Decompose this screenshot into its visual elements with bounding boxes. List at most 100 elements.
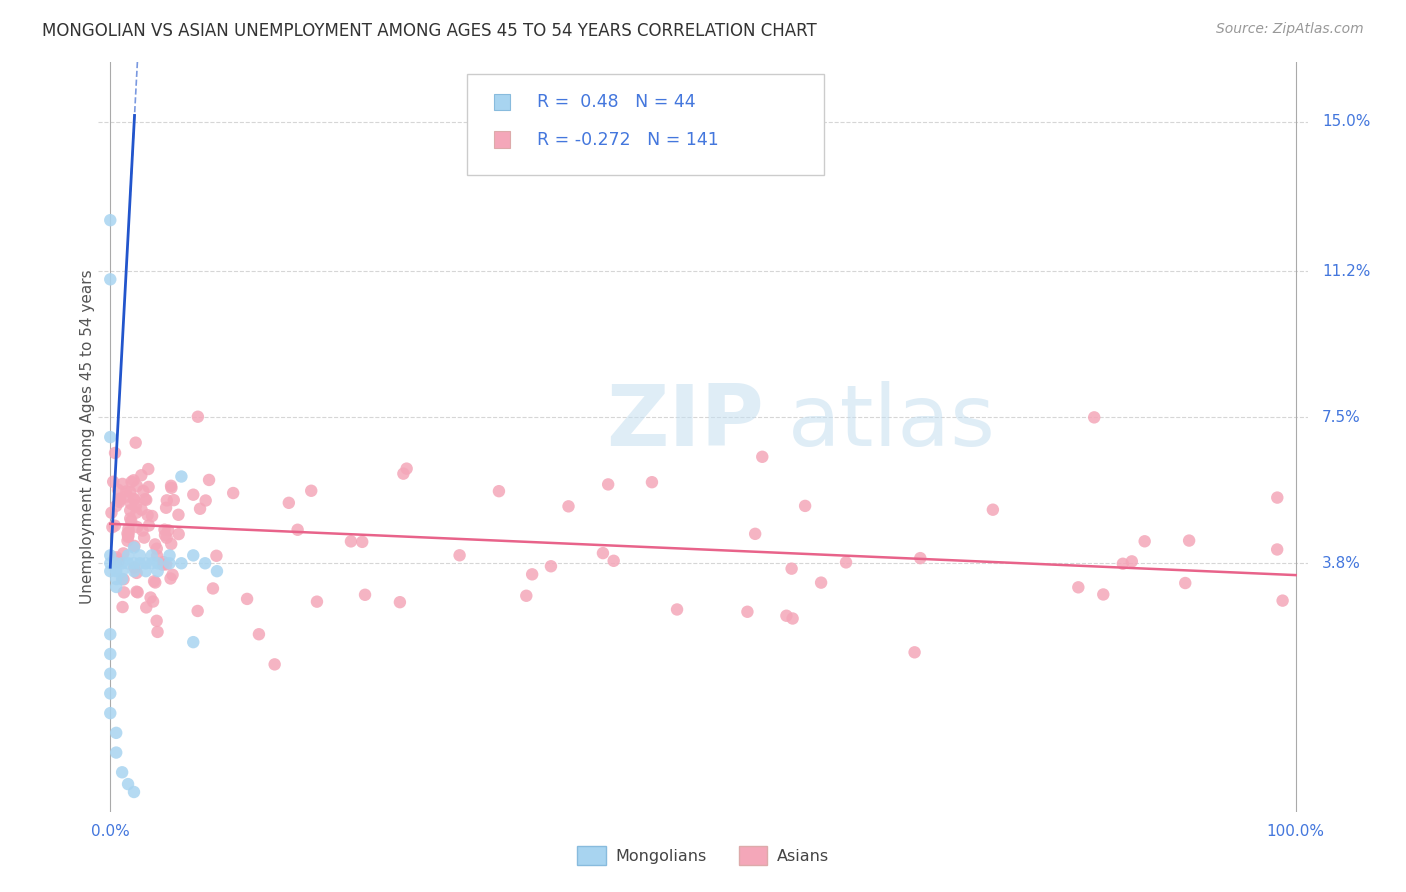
Point bbox=[104, 518, 127, 533]
Point bbox=[135, 492, 157, 507]
Point bbox=[666, 602, 689, 616]
Point bbox=[125, 584, 148, 599]
Point bbox=[138, 480, 160, 494]
Point bbox=[125, 499, 148, 513]
Point bbox=[198, 473, 221, 487]
Point bbox=[98, 213, 121, 227]
Point bbox=[520, 567, 543, 582]
Text: R = -0.272   N = 141: R = -0.272 N = 141 bbox=[537, 130, 718, 149]
Point bbox=[98, 647, 121, 661]
Point bbox=[1265, 491, 1288, 505]
Point bbox=[146, 624, 169, 639]
Point bbox=[146, 549, 169, 563]
Point bbox=[98, 706, 121, 720]
Point bbox=[810, 575, 832, 590]
Point bbox=[122, 785, 145, 799]
Point bbox=[105, 746, 128, 760]
Point bbox=[136, 462, 159, 476]
FancyBboxPatch shape bbox=[467, 74, 824, 175]
Point bbox=[112, 572, 135, 586]
Point bbox=[159, 556, 181, 570]
Point bbox=[111, 564, 134, 578]
Point bbox=[129, 556, 152, 570]
Point bbox=[354, 588, 377, 602]
Point bbox=[146, 564, 169, 578]
Point bbox=[107, 555, 129, 569]
Point bbox=[263, 657, 285, 672]
Point bbox=[388, 595, 411, 609]
Point bbox=[122, 556, 145, 570]
Point bbox=[1133, 534, 1156, 549]
Point bbox=[125, 566, 148, 580]
Point bbox=[835, 555, 858, 569]
Point bbox=[170, 469, 193, 483]
Point bbox=[167, 508, 190, 522]
Point bbox=[449, 549, 471, 563]
FancyBboxPatch shape bbox=[494, 94, 510, 111]
Point bbox=[592, 546, 614, 560]
Point bbox=[125, 479, 148, 493]
Point bbox=[181, 635, 204, 649]
Point bbox=[602, 554, 624, 568]
Point bbox=[744, 526, 766, 541]
Point bbox=[121, 475, 143, 489]
Point bbox=[782, 611, 804, 625]
Point bbox=[111, 477, 134, 491]
Point bbox=[152, 558, 174, 572]
Point bbox=[138, 518, 160, 533]
Point bbox=[157, 523, 180, 537]
Point bbox=[103, 475, 125, 489]
Point bbox=[780, 562, 803, 576]
Point bbox=[134, 492, 156, 507]
Point bbox=[127, 585, 149, 599]
Point bbox=[352, 534, 374, 549]
Point bbox=[98, 627, 121, 641]
Point bbox=[156, 531, 179, 545]
Point bbox=[125, 435, 148, 450]
Text: MONGOLIAN VS ASIAN UNEMPLOYMENT AMONG AGES 45 TO 54 YEARS CORRELATION CHART: MONGOLIAN VS ASIAN UNEMPLOYMENT AMONG AG… bbox=[42, 22, 817, 40]
Point bbox=[146, 556, 169, 570]
Point bbox=[247, 627, 270, 641]
Point bbox=[305, 594, 328, 608]
Point bbox=[392, 467, 415, 481]
Point bbox=[118, 525, 141, 540]
Point bbox=[299, 483, 322, 498]
Point bbox=[115, 490, 138, 504]
Point bbox=[143, 575, 166, 590]
Point bbox=[236, 591, 259, 606]
Point bbox=[153, 523, 176, 537]
Point bbox=[134, 531, 156, 545]
Point bbox=[1121, 554, 1143, 568]
Point bbox=[340, 534, 363, 549]
Point bbox=[205, 549, 228, 563]
Point bbox=[117, 526, 139, 541]
Point bbox=[152, 555, 174, 569]
Text: 3.8%: 3.8% bbox=[1322, 556, 1361, 571]
Point bbox=[641, 475, 664, 490]
Point bbox=[135, 564, 157, 578]
Point bbox=[105, 550, 128, 565]
FancyBboxPatch shape bbox=[494, 131, 510, 148]
Point bbox=[117, 528, 139, 542]
Point bbox=[120, 514, 142, 528]
Point bbox=[122, 473, 145, 487]
Text: 100.0%: 100.0% bbox=[1267, 823, 1324, 838]
Point bbox=[1178, 533, 1201, 548]
Point bbox=[105, 572, 128, 586]
Point bbox=[111, 600, 134, 615]
Point bbox=[1174, 576, 1197, 591]
Point bbox=[98, 666, 121, 681]
Point bbox=[104, 446, 127, 460]
Point bbox=[111, 765, 134, 780]
Point bbox=[170, 556, 193, 570]
Point bbox=[107, 483, 129, 497]
Point bbox=[107, 554, 129, 568]
Point bbox=[794, 499, 817, 513]
Point bbox=[115, 484, 138, 499]
Point bbox=[557, 500, 579, 514]
Point bbox=[132, 483, 155, 498]
Point bbox=[540, 559, 562, 574]
Point bbox=[143, 537, 166, 551]
Point bbox=[145, 614, 167, 628]
Point bbox=[910, 551, 932, 566]
